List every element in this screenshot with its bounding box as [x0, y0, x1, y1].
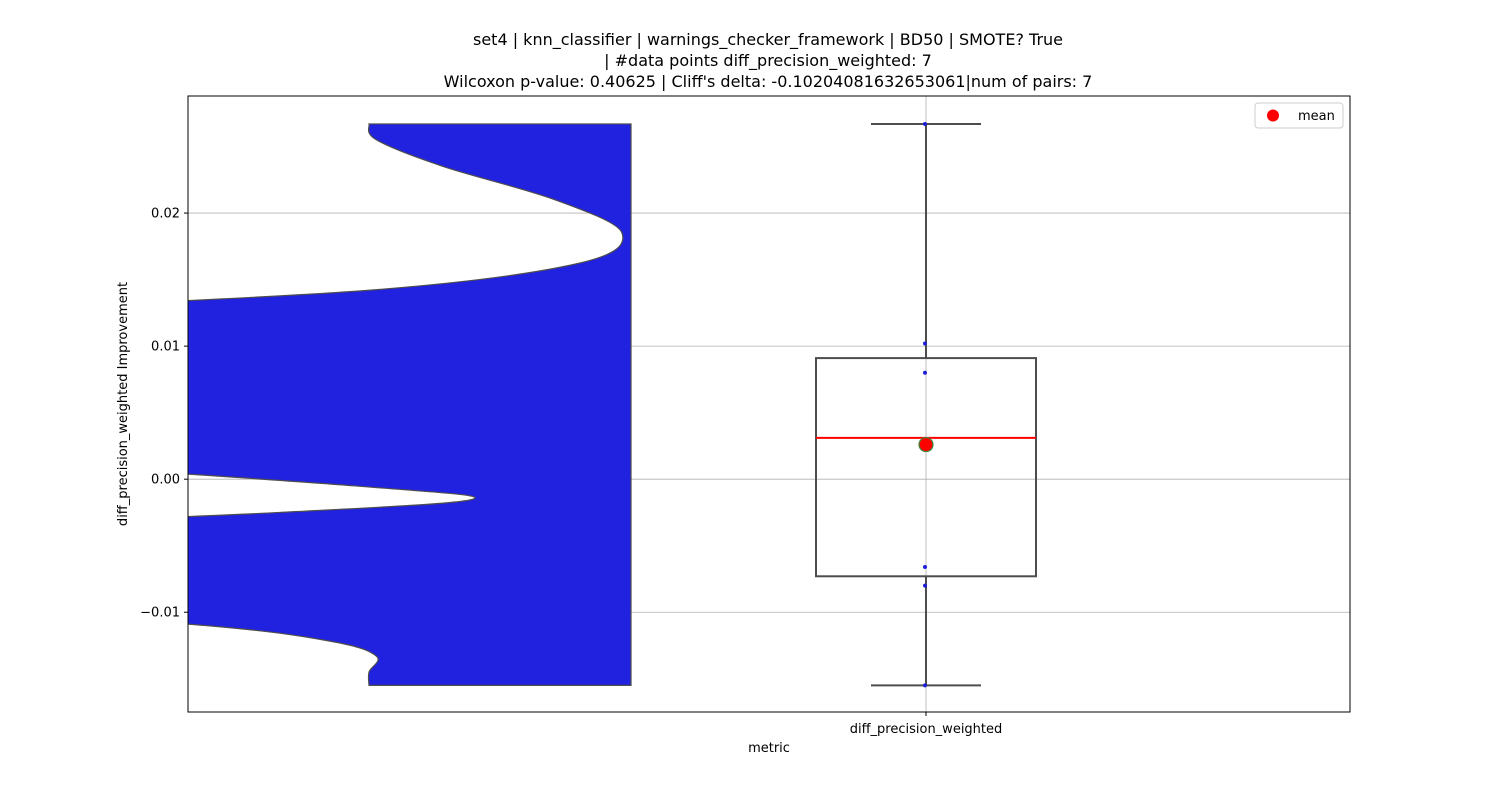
chart-title-line-3: Wilcoxon p-value: 0.40625 | Cliff's delt… [443, 72, 1093, 91]
data-point [923, 370, 927, 375]
legend-frame [1254, 102, 1344, 129]
iqr-box [815, 357, 1037, 578]
data-point [923, 341, 927, 346]
y-tick-label: 0.02 [151, 207, 180, 222]
data-point [923, 121, 927, 126]
axis-layer: −0.01 0.00 0.01 0.02 diff_precision_weighted [140, 207, 1002, 737]
y-tick-label: 0.01 [151, 340, 180, 355]
violin-body [188, 123, 632, 686]
mean-marker [918, 436, 934, 453]
violin-layer [188, 123, 632, 686]
plot-frame [187, 95, 1351, 713]
legend-mean-marker [1267, 109, 1279, 122]
data-point [923, 564, 927, 569]
legend-mean-label: mean [1298, 109, 1335, 124]
chart-title-line-1: set4 | knn_classifier | warnings_checker… [472, 30, 1063, 49]
y-axis-label: diff_precision_weighted Improvement [116, 282, 131, 526]
x-tick-label: diff_precision_weighted [850, 722, 1003, 737]
data-point [923, 683, 927, 688]
data-point [923, 583, 927, 588]
legend: mean [1254, 102, 1344, 129]
x-axis-label: metric [748, 741, 790, 756]
box-layer [815, 122, 1037, 687]
chart-title-line-2: | #data points diff_precision_weighted: … [604, 51, 932, 70]
points-layer [918, 121, 934, 688]
y-tick-label: 0.00 [151, 473, 180, 488]
y-tick-label: −0.01 [140, 606, 180, 621]
